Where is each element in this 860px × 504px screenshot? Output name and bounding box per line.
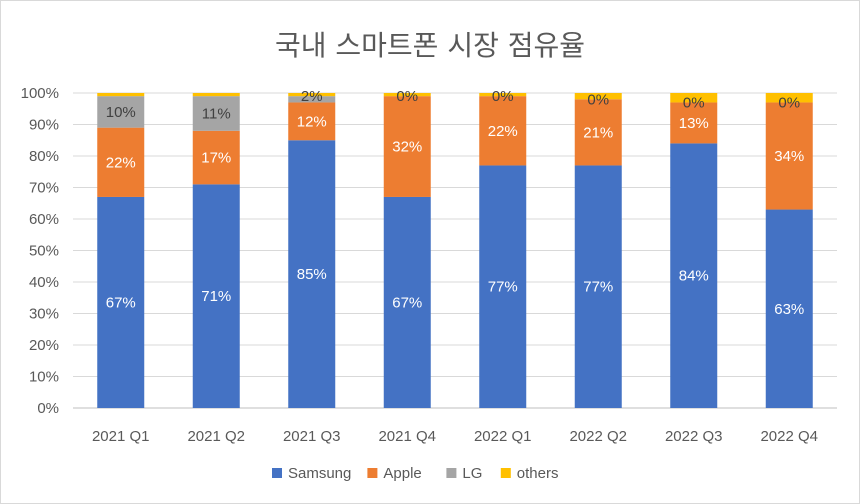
x-tick-label: 2021 Q3 <box>283 428 341 445</box>
data-label: 0% <box>683 94 705 111</box>
legend-label-samsung: Samsung <box>288 465 351 482</box>
legend-swatch-samsung <box>272 468 282 478</box>
legend: Samsung Apple LG others <box>272 465 559 482</box>
y-axis-ticks: 0% 10% 20% 30% 40% 50% 60% 70% 80% 90% 100% <box>21 85 59 417</box>
data-label: 21% <box>583 124 613 141</box>
gridlines <box>73 92 837 409</box>
y-tick-label: 0% <box>37 400 59 417</box>
bar-segment-apple <box>765 102 813 210</box>
bar-segment-others <box>288 93 336 97</box>
y-tick-label: 80% <box>29 148 59 165</box>
y-tick-label: 30% <box>29 306 59 323</box>
legend-label-lg: LG <box>462 465 482 482</box>
x-tick-label: 2022 Q1 <box>474 428 532 445</box>
y-tick-label: 40% <box>29 274 59 291</box>
bar-segment-samsung <box>765 209 813 408</box>
bar-segment-samsung <box>97 196 145 408</box>
bar-segment-apple <box>479 96 527 166</box>
y-tick-label: 100% <box>21 85 59 102</box>
bars <box>97 93 813 408</box>
y-tick-label: 20% <box>29 337 59 354</box>
y-tick-label: 60% <box>29 211 59 228</box>
bar-segment-apple <box>288 102 336 141</box>
bar-segment-samsung <box>288 140 336 408</box>
data-label: 0% <box>778 94 800 111</box>
data-label: 77% <box>488 279 518 296</box>
bar-segment-others <box>765 93 813 103</box>
bar-segment-apple <box>192 130 240 185</box>
x-tick-label: 2022 Q4 <box>760 428 818 445</box>
bar-segment-others <box>97 93 145 97</box>
data-label: 11% <box>202 105 231 122</box>
data-label: 0% <box>587 91 609 108</box>
data-label: 67% <box>106 294 136 311</box>
y-tick-label: 70% <box>29 180 59 197</box>
data-label: 84% <box>679 268 709 285</box>
y-tick-label: 90% <box>29 117 59 134</box>
data-label: 0% <box>396 88 418 105</box>
data-label: 63% <box>774 301 804 318</box>
data-label: 71% <box>201 288 231 305</box>
y-tick-label: 50% <box>29 243 59 260</box>
legend-swatch-others <box>500 468 511 478</box>
bar-segment-others <box>383 93 431 97</box>
x-tick-label: 2022 Q3 <box>665 428 723 445</box>
bar-segment-apple <box>670 102 718 144</box>
bar-segment-others <box>670 93 718 103</box>
bar-segment-apple <box>97 127 145 197</box>
data-label: 32% <box>392 139 422 156</box>
legend-swatch-lg <box>446 468 457 478</box>
bar-segment-apple <box>383 96 431 197</box>
data-label: 17% <box>201 150 231 167</box>
y-tick-label: 10% <box>29 369 59 386</box>
bar-segment-apple <box>574 99 622 166</box>
data-label: 67% <box>392 294 422 311</box>
data-label: 22% <box>488 123 518 140</box>
legend-swatch-apple <box>367 468 378 478</box>
data-label: 22% <box>106 154 136 171</box>
bar-segment-others <box>574 93 622 100</box>
bar-segment-samsung <box>192 184 240 408</box>
bar-segment-lg <box>97 96 145 128</box>
x-tick-label: 2022 Q2 <box>569 428 627 445</box>
bar-segment-others <box>192 93 240 97</box>
bar-segment-samsung <box>574 165 622 408</box>
chart-title: 국내 스마트폰 시장 점유율 <box>275 29 585 62</box>
data-label: 0% <box>492 88 514 105</box>
data-label: 85% <box>297 266 327 283</box>
data-label: 13% <box>679 115 709 132</box>
data-labels: 67% 22% 10% 71% 17% 11% 85% 12% 2% 67% 32% 0% 77% 22%… <box>106 88 805 318</box>
data-label: 77% <box>583 279 613 296</box>
bar-segment-samsung <box>479 165 527 408</box>
data-label: 10% <box>106 104 136 121</box>
x-tick-label: 2021 Q4 <box>378 428 436 445</box>
bar-segment-lg <box>192 96 240 131</box>
data-label: 34% <box>774 148 804 165</box>
data-label: 12% <box>297 113 327 130</box>
legend-label-others: others <box>517 465 559 482</box>
bar-segment-lg <box>288 96 336 103</box>
x-tick-label: 2021 Q1 <box>92 428 150 445</box>
x-tick-label: 2021 Q2 <box>187 428 245 445</box>
legend-label-apple: Apple <box>383 465 421 482</box>
bar-segment-others <box>479 93 527 97</box>
bar-segment-samsung <box>670 143 718 408</box>
bar-segment-samsung <box>383 196 431 408</box>
data-label: 2% <box>301 88 323 105</box>
x-axis-ticks: 2021 Q1 2021 Q2 2021 Q3 2021 Q4 2022 Q1 2022 … <box>92 428 818 445</box>
